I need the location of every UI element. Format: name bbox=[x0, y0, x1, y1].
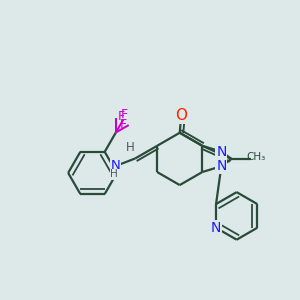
Text: N: N bbox=[216, 145, 226, 159]
Text: H: H bbox=[125, 141, 134, 154]
Text: H: H bbox=[110, 169, 118, 179]
Text: N: N bbox=[216, 159, 226, 173]
Text: F: F bbox=[118, 110, 125, 123]
Text: N: N bbox=[211, 221, 221, 235]
Text: N: N bbox=[111, 159, 121, 172]
Text: F: F bbox=[120, 118, 127, 131]
Text: CH₃: CH₃ bbox=[247, 152, 266, 161]
Text: F: F bbox=[120, 108, 128, 121]
Text: O: O bbox=[175, 108, 187, 123]
